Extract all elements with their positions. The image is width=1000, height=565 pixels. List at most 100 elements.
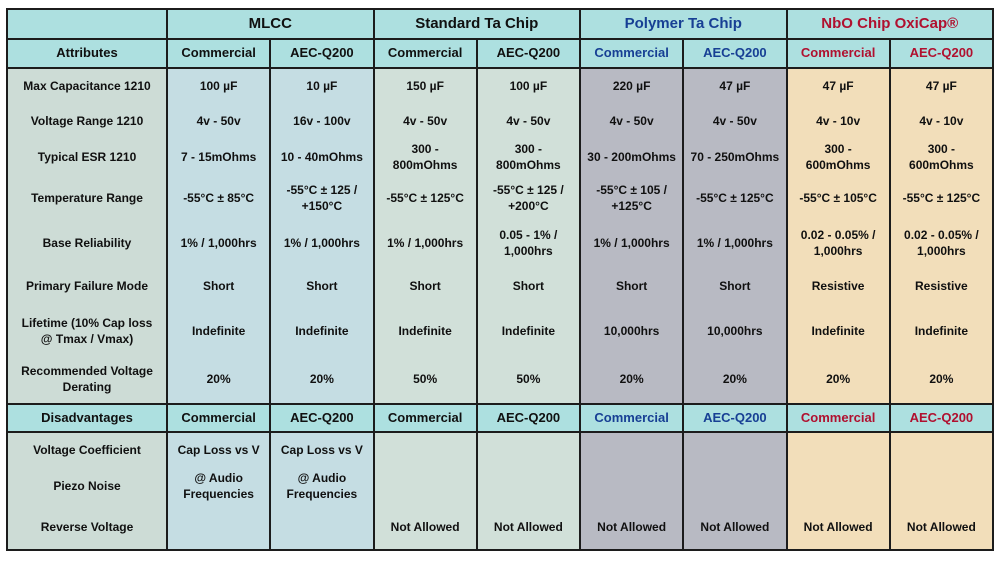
disadvantages-header-row: Disadvantages Commercial AEC-Q200 Commer…: [6, 403, 995, 433]
value-cell: [372, 432, 478, 468]
value-cell: [682, 432, 788, 468]
value-cell: 220 µF: [578, 68, 685, 104]
value-cell: @ Audio Frequencies: [165, 468, 272, 506]
capacitor-comparison-table: MLCC Standard Ta Chip Polymer Ta Chip Nb…: [6, 8, 995, 551]
value-cell: 0.05 - 1% / 1,000hrs: [475, 222, 582, 266]
attributes-header: Attributes: [6, 38, 168, 69]
value-cell: 20%: [165, 356, 272, 404]
value-cell: 100 µF: [165, 68, 272, 104]
value-cell: 10 µF: [269, 68, 375, 104]
value-cell: Short: [682, 266, 788, 308]
value-cell: [888, 432, 995, 468]
disadvantages-body: Voltage Coefficient Cap Loss vs V Cap Loss…: [6, 432, 995, 550]
table-row: Max Capacitance 1210 100 µF 10 µF 150 µF 100…: [6, 68, 995, 104]
value-cell: 47 µF: [888, 68, 995, 104]
value-cell: -55°C ± 85°C: [165, 176, 272, 222]
attribute-label: Temperature Range: [6, 176, 168, 222]
value-cell: 1% / 1,000hrs: [682, 222, 788, 266]
attribute-label: Lifetime (10% Cap loss @ Tmax / Vmax): [6, 308, 168, 356]
value-cell: 20%: [578, 356, 685, 404]
value-cell: Cap Loss vs V: [165, 432, 272, 468]
value-cell: 300 - 600mOhms: [785, 140, 891, 176]
value-cell: 47 µF: [682, 68, 788, 104]
group-header-standard-ta: Standard Ta Chip: [372, 8, 581, 40]
value-cell: [578, 432, 685, 468]
attribute-label: Typical ESR 1210: [6, 140, 168, 176]
value-cell: 4v - 10v: [888, 104, 995, 140]
attributes-body: Max Capacitance 1210 100 µF 10 µF 150 µF 100…: [6, 68, 995, 404]
table-row: Piezo Noise @ Audio Frequencies @ Audio Fr…: [6, 468, 995, 506]
subheader-nbo-commercial: Commercial: [785, 38, 891, 69]
value-cell: -55°C ± 125°C: [888, 176, 995, 222]
table-row: Typical ESR 1210 7 - 15mOhms 10 - 40mOhms 3…: [6, 140, 995, 176]
value-cell: -55°C ± 125 / +150°C: [269, 176, 375, 222]
value-cell: 20%: [682, 356, 788, 404]
value-cell: 10,000hrs: [682, 308, 788, 356]
value-cell: Indefinite: [269, 308, 375, 356]
subheader-mlcc-aecq200: AEC-Q200: [269, 38, 375, 69]
value-cell: [269, 506, 375, 550]
value-cell: Not Allowed: [372, 506, 478, 550]
value-cell: [888, 468, 995, 506]
value-cell: Short: [475, 266, 582, 308]
table-row: Recommended Voltage Derating 20% 20% 50% 50%…: [6, 356, 995, 404]
value-cell: 4v - 10v: [785, 104, 891, 140]
group-header-nbo-oxicap: NbO Chip OxiCap®: [785, 8, 994, 40]
value-cell: @ Audio Frequencies: [269, 468, 375, 506]
subheader-nbo-aecq200: AEC-Q200: [888, 38, 995, 69]
value-cell: 50%: [475, 356, 582, 404]
value-cell: [785, 468, 891, 506]
value-cell: 7 - 15mOhms: [165, 140, 272, 176]
subheader-sta-commercial: Commercial: [372, 403, 478, 433]
subheader-polymer-aecq200: AEC-Q200: [682, 38, 788, 69]
value-cell: Indefinite: [165, 308, 272, 356]
subheader-polymer-commercial: Commercial: [578, 403, 685, 433]
value-cell: 300 - 800mOhms: [372, 140, 478, 176]
value-cell: -55°C ± 105 / +125°C: [578, 176, 685, 222]
value-cell: 300 - 800mOhms: [475, 140, 582, 176]
subheader-nbo-aecq200: AEC-Q200: [888, 403, 995, 433]
subheader-mlcc-commercial: Commercial: [165, 403, 272, 433]
value-cell: Not Allowed: [578, 506, 685, 550]
value-cell: 300 - 600mOhms: [888, 140, 995, 176]
value-cell: 1% / 1,000hrs: [269, 222, 375, 266]
attribute-label: Recommended Voltage Derating: [6, 356, 168, 404]
value-cell: 50%: [372, 356, 478, 404]
value-cell: 1% / 1,000hrs: [165, 222, 272, 266]
value-cell: [785, 432, 891, 468]
value-cell: Not Allowed: [888, 506, 995, 550]
value-cell: Short: [269, 266, 375, 308]
value-cell: 20%: [888, 356, 995, 404]
disadvantages-header-body: Disadvantages Commercial AEC-Q200 Commer…: [6, 403, 995, 433]
table-row: Lifetime (10% Cap loss @ Tmax / Vmax) Ind…: [6, 308, 995, 356]
value-cell: -55°C ± 125°C: [682, 176, 788, 222]
value-cell: 20%: [269, 356, 375, 404]
subheader-mlcc-aecq200: AEC-Q200: [269, 403, 375, 433]
value-cell: 70 - 250mOhms: [682, 140, 788, 176]
value-cell: Not Allowed: [682, 506, 788, 550]
value-cell: [475, 468, 582, 506]
value-cell: [682, 468, 788, 506]
value-cell: 100 µF: [475, 68, 582, 104]
table-row: Reverse Voltage Not Allowed Not Allowed Not…: [6, 506, 995, 550]
attribute-label: Voltage Range 1210: [6, 104, 168, 140]
group-header-polymer-ta: Polymer Ta Chip: [579, 8, 788, 40]
value-cell: Not Allowed: [785, 506, 891, 550]
value-cell: Indefinite: [372, 308, 478, 356]
value-cell: 20%: [785, 356, 891, 404]
subheader-mlcc-commercial: Commercial: [165, 38, 272, 69]
attributes-header-row: Attributes Commercial AEC-Q200 Commercia…: [6, 38, 995, 69]
table-row: Temperature Range -55°C ± 85°C -55°C ± 125…: [6, 176, 995, 222]
value-cell: 4v - 50v: [682, 104, 788, 140]
value-cell: 4v - 50v: [475, 104, 582, 140]
value-cell: Indefinite: [475, 308, 582, 356]
value-cell: 4v - 50v: [372, 104, 478, 140]
attribute-label: Reverse Voltage: [6, 506, 168, 550]
value-cell: [165, 506, 272, 550]
value-cell: -55°C ± 125 / +200°C: [475, 176, 582, 222]
value-cell: Not Allowed: [475, 506, 582, 550]
subheader-polymer-aecq200: AEC-Q200: [682, 403, 788, 433]
value-cell: 0.02 - 0.05% / 1,000hrs: [888, 222, 995, 266]
subheader-sta-aecq200: AEC-Q200: [475, 403, 582, 433]
